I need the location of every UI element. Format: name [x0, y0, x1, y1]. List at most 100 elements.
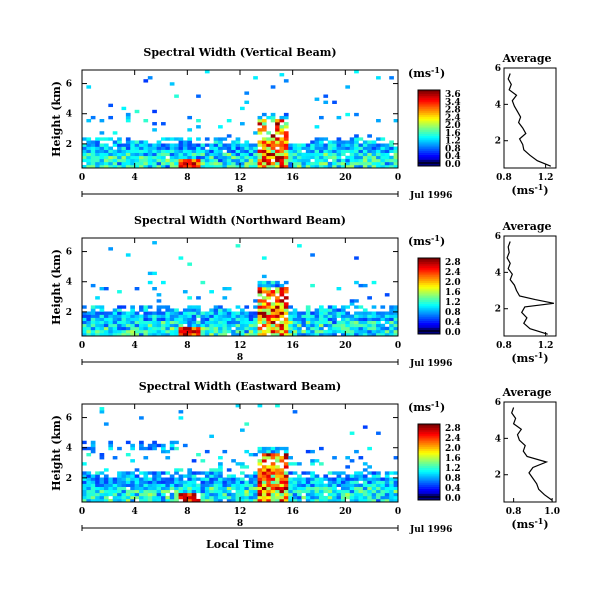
heatmap-cell [235, 323, 241, 328]
heatmap-cell [261, 483, 267, 487]
heatmap-cell [218, 465, 223, 469]
heatmap-cell [319, 311, 324, 315]
heatmap-cell [209, 434, 214, 438]
heatmap-cell [204, 152, 210, 157]
heatmap-cell [275, 332, 280, 337]
heatmap-cell [196, 311, 201, 315]
heatmap-cell [244, 320, 250, 325]
heatmap-cell [130, 149, 135, 153]
heatmap-cell [99, 287, 105, 291]
heatmap-cell [310, 149, 315, 153]
heatmap-cell [134, 143, 140, 147]
heatmap-cell [139, 320, 144, 325]
heatmap-cell [376, 161, 381, 166]
heatmap-cell [222, 323, 228, 328]
heatmap-cell [288, 323, 293, 328]
heatmap-cell [112, 149, 118, 153]
heatmap-cell [86, 329, 92, 334]
heatmap-cell [323, 489, 329, 494]
heatmap-cell [367, 495, 372, 500]
heatmap-cell [371, 146, 377, 150]
heatmap-cell [90, 317, 96, 321]
heatmap-cell [125, 158, 131, 163]
heatmap-cell [270, 486, 276, 491]
heatmap-cell [253, 453, 258, 457]
heatmap-cell [121, 305, 127, 309]
heatmap-cell [253, 305, 258, 309]
heatmap-cell [213, 498, 219, 503]
heatmap-cell [121, 143, 127, 147]
heatmap-cell [134, 161, 140, 166]
heatmap-cell [362, 462, 368, 466]
heatmap-cell [301, 477, 307, 481]
heatmap-cell [376, 483, 381, 487]
heatmap-cell [323, 100, 329, 104]
heatmap-cell [283, 323, 289, 328]
heatmap-cell [292, 483, 298, 487]
heatmap-cell [349, 317, 355, 321]
heatmap-cell [301, 158, 307, 163]
x-axis-label: Local Time [206, 538, 274, 551]
heatmap-cell [266, 474, 272, 478]
heatmap-cell [261, 140, 267, 144]
colorbar-frame [417, 89, 441, 167]
heatmap-cell [279, 486, 285, 491]
x-tick-label: 4 [132, 507, 138, 517]
colorbar-segment [418, 263, 440, 266]
heatmap-cell [301, 480, 307, 484]
heatmap-cell [367, 314, 372, 318]
heatmap-cell [139, 308, 144, 312]
heatmap-cell [204, 143, 210, 147]
heatmap-cell [161, 495, 166, 500]
heatmap-cell [327, 164, 333, 169]
y-tick-label: 6 [66, 414, 72, 424]
heatmap-cell [165, 164, 171, 169]
heatmap-cell [332, 143, 337, 147]
heatmap-cell [134, 314, 140, 318]
heatmap-cell [270, 293, 276, 297]
heatmap-cell [82, 471, 87, 475]
heatmap-cell [218, 158, 223, 163]
heatmap-cell [125, 137, 131, 141]
heatmap-cell [130, 164, 135, 169]
heatmap-cell [103, 489, 109, 494]
heatmap-cell [95, 143, 100, 147]
heatmap-cell [362, 477, 368, 481]
heatmap-cell [90, 332, 96, 337]
heatmap-cell [147, 489, 153, 494]
heatmap-cell [319, 486, 324, 491]
heatmap-cell [253, 158, 258, 163]
heatmap-cell [112, 486, 118, 491]
colorbar-segment [418, 309, 440, 312]
heatmap-cell [134, 311, 140, 315]
heatmap-cell [292, 462, 298, 466]
heatmap-cell [371, 152, 377, 157]
heatmap-cell [367, 477, 372, 481]
heatmap-cell [143, 477, 149, 481]
heatmap-cell [178, 474, 184, 478]
heatmap-cell [266, 152, 272, 157]
heatmap-cell [362, 155, 368, 160]
heatmap-cell [292, 498, 298, 503]
heatmap-cell [354, 471, 359, 475]
colorbar-tick-label: 2.0 [445, 121, 461, 131]
heatmap-cell [310, 459, 315, 463]
heatmap-cell [200, 317, 206, 321]
heatmap-cell [327, 471, 333, 475]
heatmap-cell [143, 146, 149, 150]
heatmap-cell [209, 489, 214, 494]
heatmap-cell [288, 329, 293, 334]
heatmap-cell [275, 155, 280, 160]
heatmap-cell [108, 161, 114, 166]
heatmap-cell [279, 332, 285, 337]
heatmap-cell [169, 146, 175, 150]
heatmap-cell [283, 112, 289, 117]
heatmap-cell [310, 164, 315, 169]
heatmap-cell [82, 320, 87, 325]
heatmap-cell [244, 489, 250, 494]
heatmap-cell [257, 131, 263, 135]
heatmap-cell [279, 119, 285, 123]
heatmap-cell [156, 305, 162, 309]
heatmap-cell [310, 314, 315, 318]
